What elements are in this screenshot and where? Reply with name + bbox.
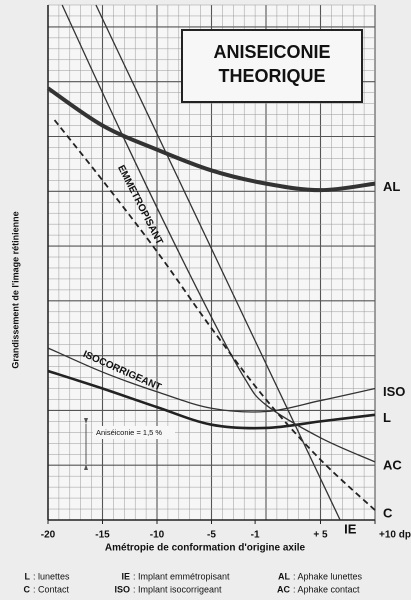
- x-tick-label: -20: [41, 530, 56, 541]
- title-box: [181, 29, 363, 103]
- x-tick-label: -1: [251, 530, 260, 541]
- series-line: [95, 4, 341, 521]
- legend-text: : Implant emmétropisant: [133, 571, 230, 581]
- x-tick-label: -5: [207, 530, 216, 541]
- legend-code: AC: [277, 584, 290, 594]
- series-line: [53, 119, 376, 511]
- series-label: L: [383, 410, 391, 425]
- x-tick-label: +10 dpt: [379, 530, 411, 541]
- series-line: [47, 347, 376, 413]
- legend-code: IE: [121, 571, 130, 581]
- legend-text: : Aphake contact: [293, 584, 360, 594]
- legend-code: L: [25, 571, 31, 581]
- legend-code: ISO: [114, 584, 130, 594]
- series-line: [46, 86, 376, 193]
- annotation-box: [93, 426, 175, 439]
- plot: [46, 4, 376, 521]
- legend-text: : lunettes: [33, 571, 70, 581]
- y-axis-label: Grandissement de l'image rétinienne: [10, 211, 20, 368]
- legend-text: : Aphake lunettes: [293, 571, 363, 581]
- x-tick-label: -15: [95, 530, 110, 541]
- series-label: IE: [344, 521, 357, 536]
- series-label: ISO: [383, 384, 405, 399]
- series-line: [61, 4, 376, 463]
- annotation: Aniséiconie = 1,5 %: [96, 428, 162, 437]
- x-tick-label: + 5: [313, 530, 328, 541]
- legend-text: : Contact: [33, 584, 70, 594]
- chart-title: ANISEICONIE: [213, 42, 330, 62]
- series-label: AC: [383, 457, 402, 472]
- x-axis-label: Amétropie de conformation d'origine axil…: [105, 543, 306, 554]
- series-label: C: [383, 506, 393, 521]
- x-tick-label: -10: [150, 530, 165, 541]
- legend-text: : Implant isocorrigeant: [133, 584, 222, 594]
- series-label: AL: [383, 179, 400, 194]
- legend-code: C: [24, 584, 31, 594]
- chart-title: THEORIQUE: [218, 66, 325, 86]
- legend-code: AL: [278, 571, 290, 581]
- series-line: [47, 369, 376, 430]
